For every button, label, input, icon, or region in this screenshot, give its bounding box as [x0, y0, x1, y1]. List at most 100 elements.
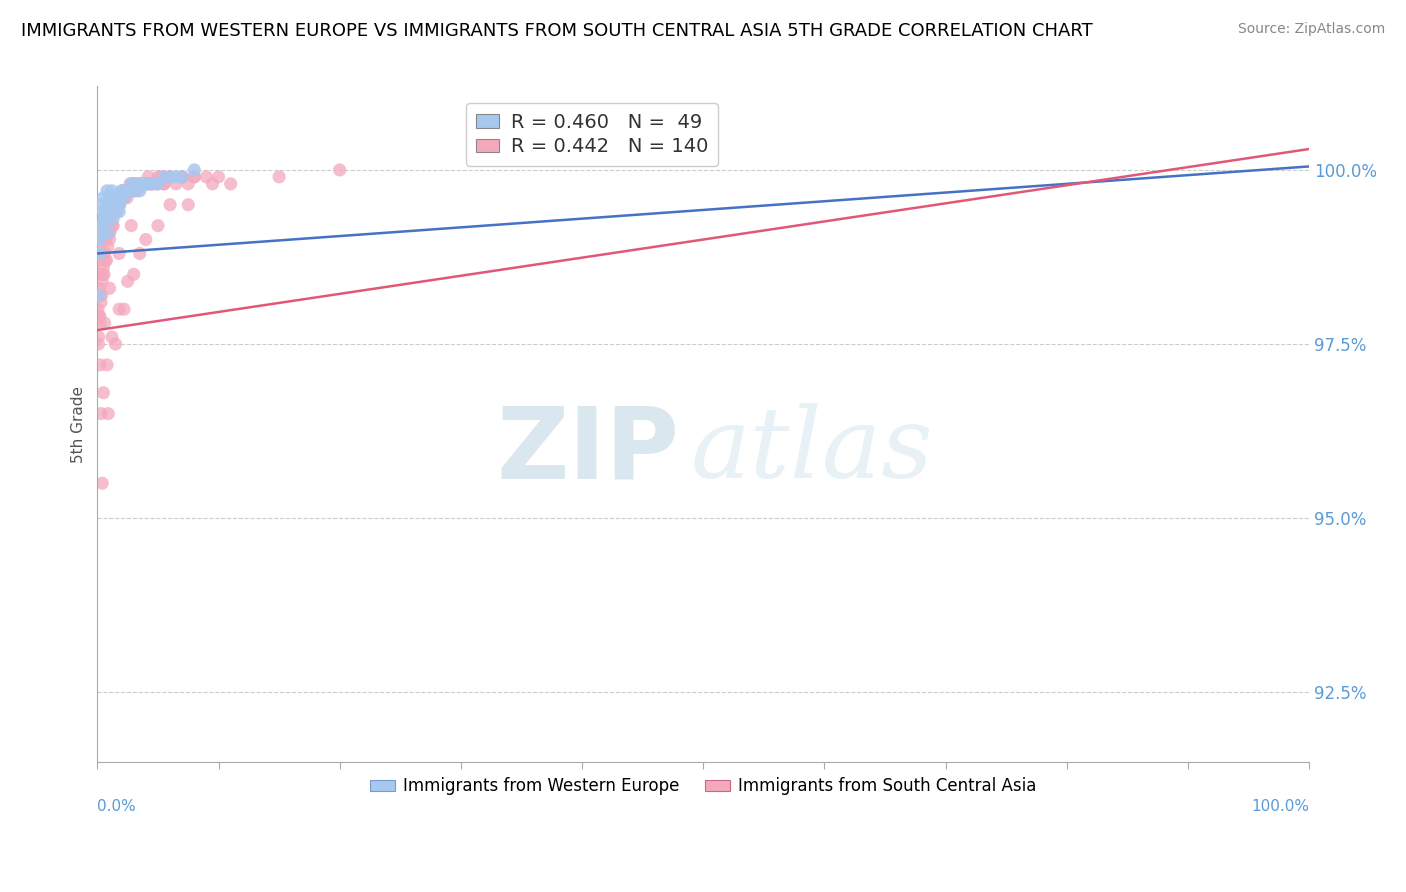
Point [269, 169, 291, 184]
Point [105, 204, 128, 219]
Point [122, 184, 145, 198]
Point [97, 239, 120, 253]
Point [89, 288, 111, 302]
Point [98, 198, 121, 212]
Point [183, 169, 205, 184]
Point [110, 191, 132, 205]
Point [135, 233, 157, 247]
Point [91, 476, 114, 491]
Point [89, 281, 111, 295]
Point [112, 184, 135, 198]
Point [135, 177, 157, 191]
Point [165, 177, 187, 191]
Point [104, 191, 127, 205]
Point [101, 219, 124, 233]
Point [105, 198, 128, 212]
Point [90, 219, 112, 233]
Text: atlas: atlas [692, 403, 934, 499]
Point [110, 191, 132, 205]
Point [120, 177, 142, 191]
Point [128, 184, 150, 198]
Point [110, 184, 132, 198]
Point [104, 337, 127, 351]
Legend: Immigrants from Western Europe, Immigrants from South Central Asia: Immigrants from Western Europe, Immigran… [363, 771, 1043, 802]
Point [91, 219, 114, 233]
Point [110, 191, 132, 205]
Point [112, 191, 135, 205]
Point [101, 204, 124, 219]
Point [87, 268, 110, 282]
Point [117, 184, 139, 198]
Point [98, 211, 121, 226]
Point [146, 169, 169, 184]
Point [122, 177, 145, 191]
Point [94, 204, 117, 219]
Point [153, 177, 176, 191]
Text: ZIP: ZIP [496, 402, 679, 500]
Point [120, 177, 142, 191]
Point [89, 309, 111, 323]
Point [125, 177, 148, 191]
Point [172, 169, 194, 184]
Point [101, 211, 124, 226]
Point [101, 219, 124, 233]
Point [159, 169, 181, 184]
Point [90, 295, 112, 310]
Point [112, 191, 135, 205]
Point [115, 184, 138, 198]
Point [135, 177, 157, 191]
Point [93, 211, 115, 226]
Point [101, 198, 124, 212]
Point [159, 169, 181, 184]
Point [93, 204, 115, 219]
Point [97, 219, 120, 233]
Point [122, 184, 145, 198]
Point [90, 288, 112, 302]
Point [128, 177, 150, 191]
Point [87, 302, 110, 317]
Point [97, 407, 120, 421]
Point [141, 177, 163, 191]
Point [96, 211, 118, 226]
Point [329, 162, 352, 177]
Point [117, 274, 139, 288]
Point [110, 191, 132, 205]
Point [132, 177, 155, 191]
Point [93, 211, 115, 226]
Point [101, 204, 124, 219]
Point [93, 191, 115, 205]
Point [149, 169, 172, 184]
Point [122, 177, 145, 191]
Point [101, 198, 124, 212]
Point [105, 198, 128, 212]
Text: 0.0%: 0.0% [97, 799, 136, 814]
Point [93, 316, 115, 330]
Point [127, 184, 149, 198]
Point [98, 233, 121, 247]
Point [112, 191, 135, 205]
Point [120, 219, 142, 233]
Point [111, 184, 134, 198]
Point [128, 246, 150, 260]
Y-axis label: 5th Grade: 5th Grade [72, 385, 86, 463]
Point [96, 226, 118, 240]
Point [177, 177, 200, 191]
Point [136, 177, 159, 191]
Point [93, 268, 115, 282]
Point [128, 177, 150, 191]
Point [103, 191, 125, 205]
Point [117, 184, 139, 198]
Point [89, 253, 111, 268]
Point [165, 169, 187, 184]
Point [172, 169, 194, 184]
Point [93, 211, 115, 226]
Point [120, 184, 142, 198]
Point [125, 177, 148, 191]
Point [108, 204, 131, 219]
Point [153, 169, 176, 184]
Point [97, 226, 120, 240]
Point [146, 177, 169, 191]
Point [90, 407, 112, 421]
Point [110, 191, 132, 205]
Point [108, 198, 131, 212]
